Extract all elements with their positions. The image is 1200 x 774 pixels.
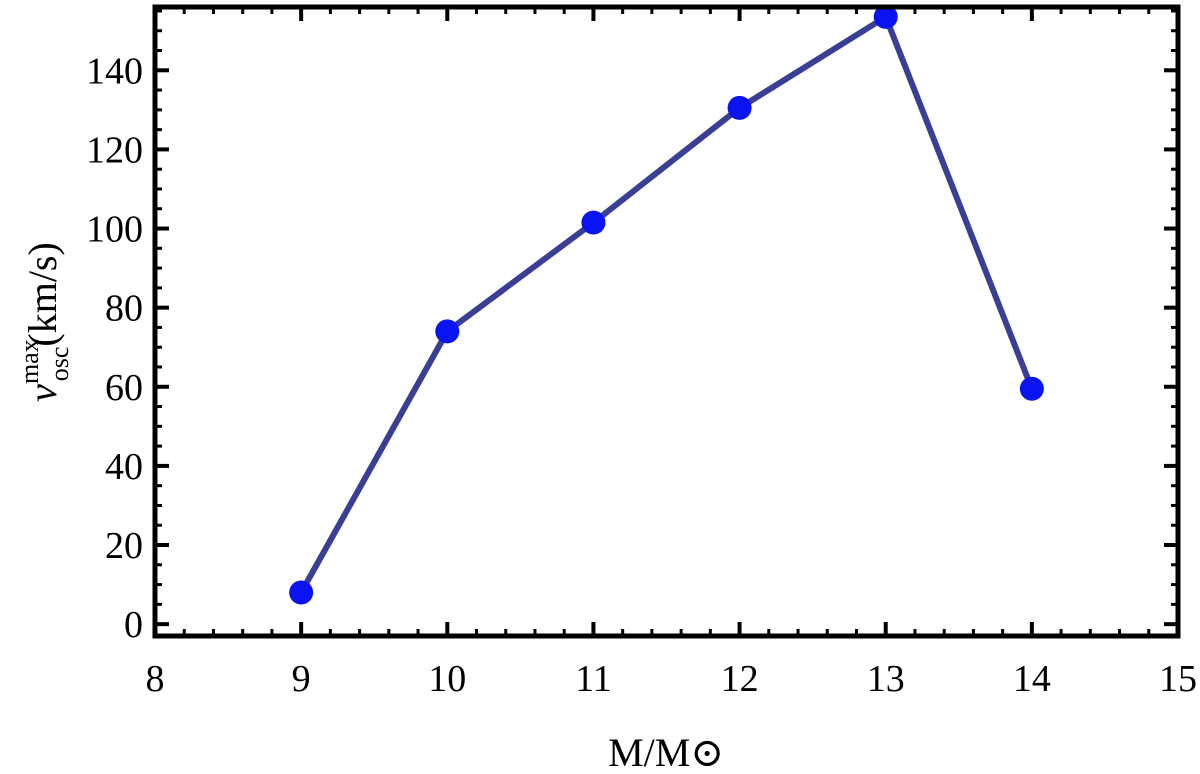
data-point xyxy=(581,210,606,235)
x-tick-label: 8 xyxy=(146,658,165,700)
data-point xyxy=(873,4,898,29)
y-axis-unit: (km/s) xyxy=(20,242,65,346)
y-tick-label: 0 xyxy=(124,604,143,646)
y-axis-superscript: max xyxy=(15,339,44,384)
y-tick-label: 40 xyxy=(105,446,143,488)
y-tick-label: 80 xyxy=(105,288,143,330)
y-tick-label: 140 xyxy=(86,50,143,92)
data-point xyxy=(289,580,314,605)
x-tick-label: 12 xyxy=(721,658,759,700)
plot-frame xyxy=(152,4,1181,639)
major-ticks xyxy=(153,7,1180,636)
data-points xyxy=(289,4,1044,605)
x-tick-label: 15 xyxy=(1159,658,1197,700)
x-tick-label: 14 xyxy=(1013,658,1051,700)
x-tick-label: 11 xyxy=(575,658,612,700)
y-tick-label: 100 xyxy=(86,209,143,251)
x-tick-label: 10 xyxy=(428,658,466,700)
y-tick-label: 60 xyxy=(105,367,143,409)
data-point xyxy=(727,95,752,120)
data-point xyxy=(1019,376,1044,401)
y-axis-symbol: v xyxy=(20,384,65,402)
y-tick-label: 20 xyxy=(105,525,143,567)
x-axis-title: M/M⊙ xyxy=(608,730,724,774)
x-tick-labels: 8 9 10 11 12 13 14 15 xyxy=(146,658,1198,700)
y-axis-subscript: osc xyxy=(45,347,74,382)
y-tick-labels: 0 20 40 60 80 100 120 140 xyxy=(86,50,143,646)
svg-text:vmaxosc(km/s): vmaxosc(km/s) xyxy=(15,242,74,402)
y-tick-label: 120 xyxy=(86,129,143,171)
x-tick-label: 13 xyxy=(867,658,905,700)
data-point xyxy=(435,319,460,344)
minor-ticks xyxy=(155,7,1178,636)
x-tick-label: 9 xyxy=(292,658,311,700)
series-line xyxy=(298,13,1035,596)
y-axis-title: vmaxosc(km/s) xyxy=(15,242,74,402)
